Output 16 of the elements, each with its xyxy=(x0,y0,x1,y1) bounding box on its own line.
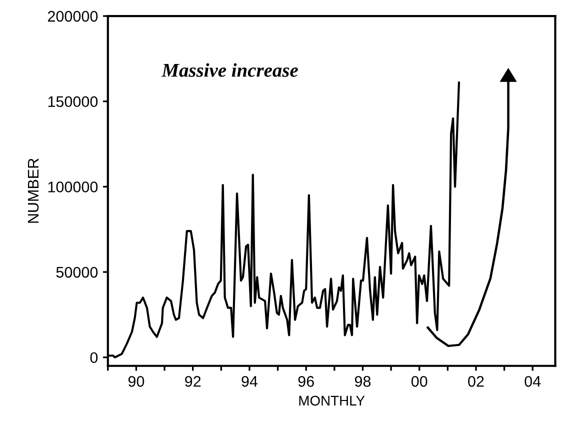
x-tick-label: 92 xyxy=(185,376,201,387)
x-tick-label: 96 xyxy=(298,376,314,387)
y-tick-label: 200000 xyxy=(48,10,98,22)
x-tick-label: 00 xyxy=(411,376,428,387)
y-tick-label: 100000 xyxy=(48,182,98,192)
y-tick-label: 50000 xyxy=(56,266,98,278)
annotation: Massive increase xyxy=(161,63,298,77)
x-tick-label: 04 xyxy=(524,376,541,387)
x-tick-label: 02 xyxy=(468,376,484,387)
x-axis-title: MONTHLY xyxy=(299,396,365,406)
y-axis-title: NUMBER xyxy=(28,158,39,223)
x-tick-label: 94 xyxy=(242,376,258,387)
y-tick-label: 0 xyxy=(90,352,98,364)
x-tick-label: 98 xyxy=(354,376,371,387)
y-tick-label: 150000 xyxy=(48,96,98,108)
x-tick-label: 90 xyxy=(128,376,144,387)
